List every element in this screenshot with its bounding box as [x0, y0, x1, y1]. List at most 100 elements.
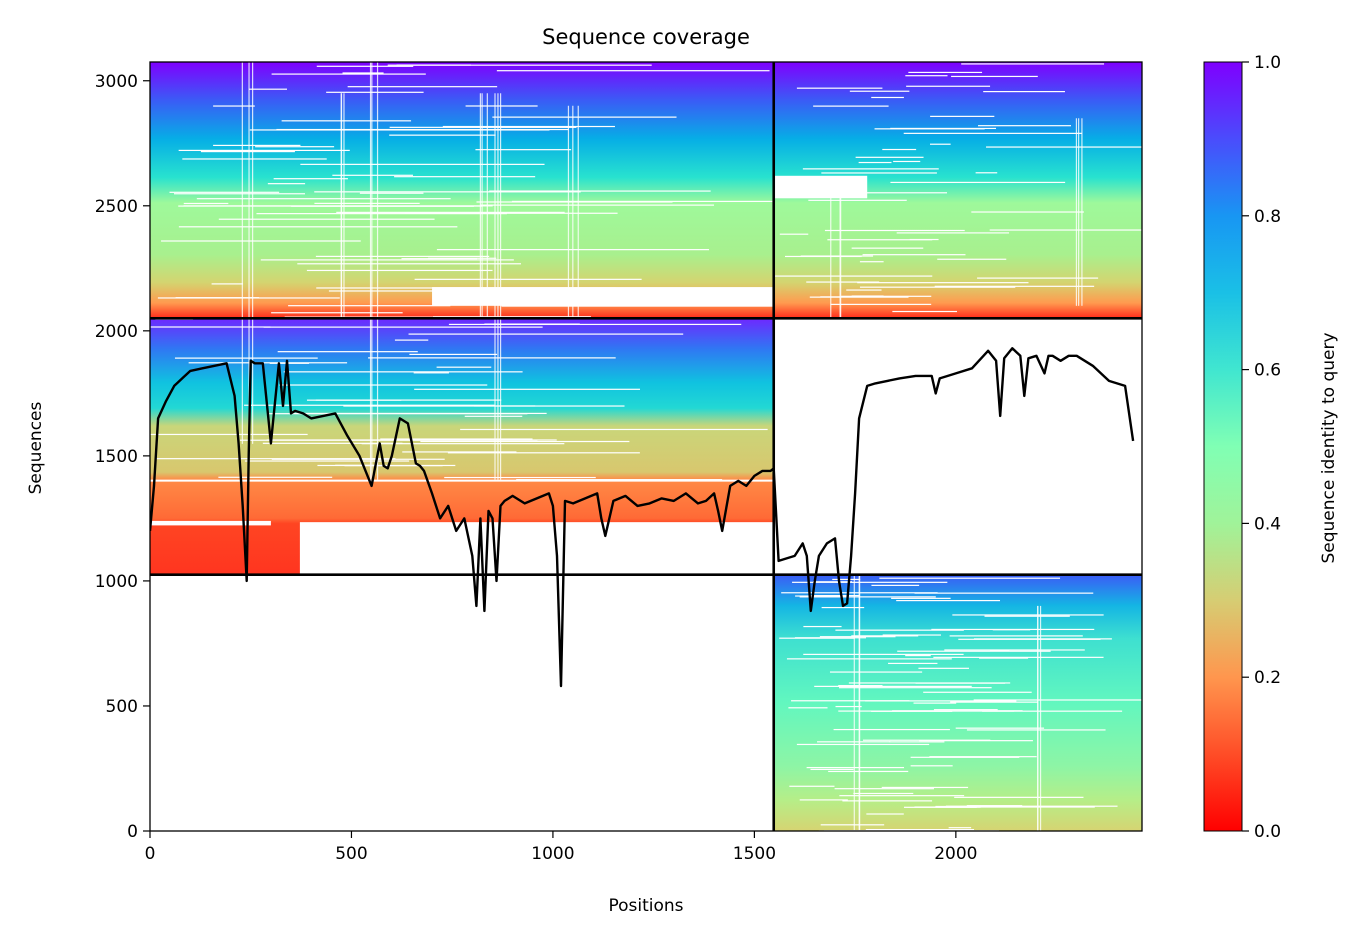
- gap-line: [839, 795, 965, 797]
- gap-line: [848, 682, 1011, 684]
- gap-line: [496, 297, 595, 300]
- colorbar-tick-label: 0.0: [1254, 822, 1281, 842]
- gap-line: [952, 614, 1104, 616]
- x-tick-label: 2000: [934, 844, 977, 864]
- gap-line: [262, 442, 403, 444]
- gap-line: [444, 476, 596, 479]
- gap-line: [975, 172, 998, 174]
- gap-band: [150, 520, 271, 526]
- y-tick-label: 0: [127, 822, 138, 842]
- gap-column: [248, 62, 250, 444]
- gap-line: [973, 699, 1142, 701]
- gap-line: [347, 86, 498, 88]
- gap-line: [937, 258, 1007, 260]
- block-boundaries: [150, 62, 1142, 831]
- gap-line: [827, 239, 933, 241]
- gap-line: [838, 685, 883, 687]
- x-axis-label: Positions: [608, 896, 683, 916]
- gap-line: [862, 254, 966, 256]
- gap-line: [954, 796, 1084, 798]
- gap-line: [977, 277, 1099, 279]
- gap-line: [835, 629, 964, 631]
- gap-line: [150, 326, 271, 328]
- gap-line: [213, 144, 301, 147]
- y-tick-label: 1000: [95, 572, 138, 592]
- gap-line: [808, 199, 907, 201]
- gap-column: [340, 93, 342, 319]
- gap-line: [929, 143, 951, 145]
- gap-line: [293, 412, 547, 415]
- gap-line: [851, 247, 924, 249]
- gap-line: [154, 458, 396, 460]
- gap-line: [178, 149, 350, 152]
- gap-line: [173, 193, 305, 195]
- gap-line: [842, 800, 933, 802]
- gap-line: [806, 281, 880, 283]
- gap-line: [218, 218, 435, 220]
- gap-line: [779, 233, 809, 235]
- gap-line: [810, 768, 854, 771]
- gap-line: [834, 788, 934, 790]
- gap-band: [773, 175, 868, 199]
- gap-line: [460, 428, 768, 431]
- gap-line: [188, 362, 348, 364]
- chart-title: Sequence coverage: [542, 25, 750, 49]
- gap-line: [881, 786, 969, 789]
- gap-line: [865, 829, 975, 831]
- gap-line: [983, 91, 1065, 93]
- gap-column: [369, 62, 372, 480]
- y-tick-label: 2000: [95, 322, 138, 342]
- gap-line: [394, 176, 536, 178]
- gap-line: [315, 399, 502, 401]
- gap-line: [903, 132, 1083, 134]
- gap-line: [897, 650, 1051, 652]
- gap-line: [473, 405, 536, 407]
- gap-line: [344, 465, 443, 467]
- gap-line: [248, 88, 288, 90]
- gap-line: [396, 64, 472, 66]
- gap-line: [879, 577, 1061, 579]
- gap-line: [792, 581, 948, 583]
- gap-line: [803, 625, 842, 628]
- plot-frame: [149, 61, 1143, 832]
- gap-line: [796, 743, 930, 746]
- gap-line: [380, 438, 533, 440]
- gap-line: [905, 75, 948, 77]
- gap-line: [796, 87, 883, 89]
- gap-line: [336, 211, 565, 213]
- gap-line: [791, 700, 910, 702]
- gap-line: [404, 212, 618, 214]
- gap-line: [178, 226, 458, 228]
- gap-line: [851, 635, 919, 637]
- gap-line: [935, 806, 981, 808]
- gap-line: [905, 654, 931, 657]
- gap-line: [420, 440, 630, 443]
- x-tick-label: 1000: [531, 844, 574, 864]
- gap-column: [830, 180, 832, 319]
- gap-line: [271, 73, 426, 75]
- gap-line: [359, 192, 424, 194]
- gap-line: [492, 116, 677, 118]
- gap-line: [934, 285, 1095, 287]
- gap-line: [465, 105, 538, 107]
- gap-line: [802, 168, 939, 170]
- gap-line: [835, 705, 862, 708]
- gap-line: [389, 134, 496, 136]
- gap-line: [893, 160, 921, 163]
- gap-line: [394, 339, 429, 341]
- gap-column: [486, 93, 488, 319]
- gap-line: [342, 72, 384, 74]
- gap-column: [497, 93, 499, 480]
- gap-line: [387, 64, 652, 66]
- gap-line: [218, 476, 333, 478]
- gap-line: [933, 656, 1104, 658]
- gap-column: [567, 105, 570, 319]
- gap-line: [857, 282, 1029, 284]
- gap-line: [849, 90, 910, 92]
- gap-column: [343, 93, 345, 319]
- gap-line: [949, 635, 1083, 637]
- gap-line: [271, 458, 445, 460]
- gap-line: [933, 709, 998, 711]
- gap-line: [789, 785, 835, 787]
- gap-line: [255, 146, 335, 148]
